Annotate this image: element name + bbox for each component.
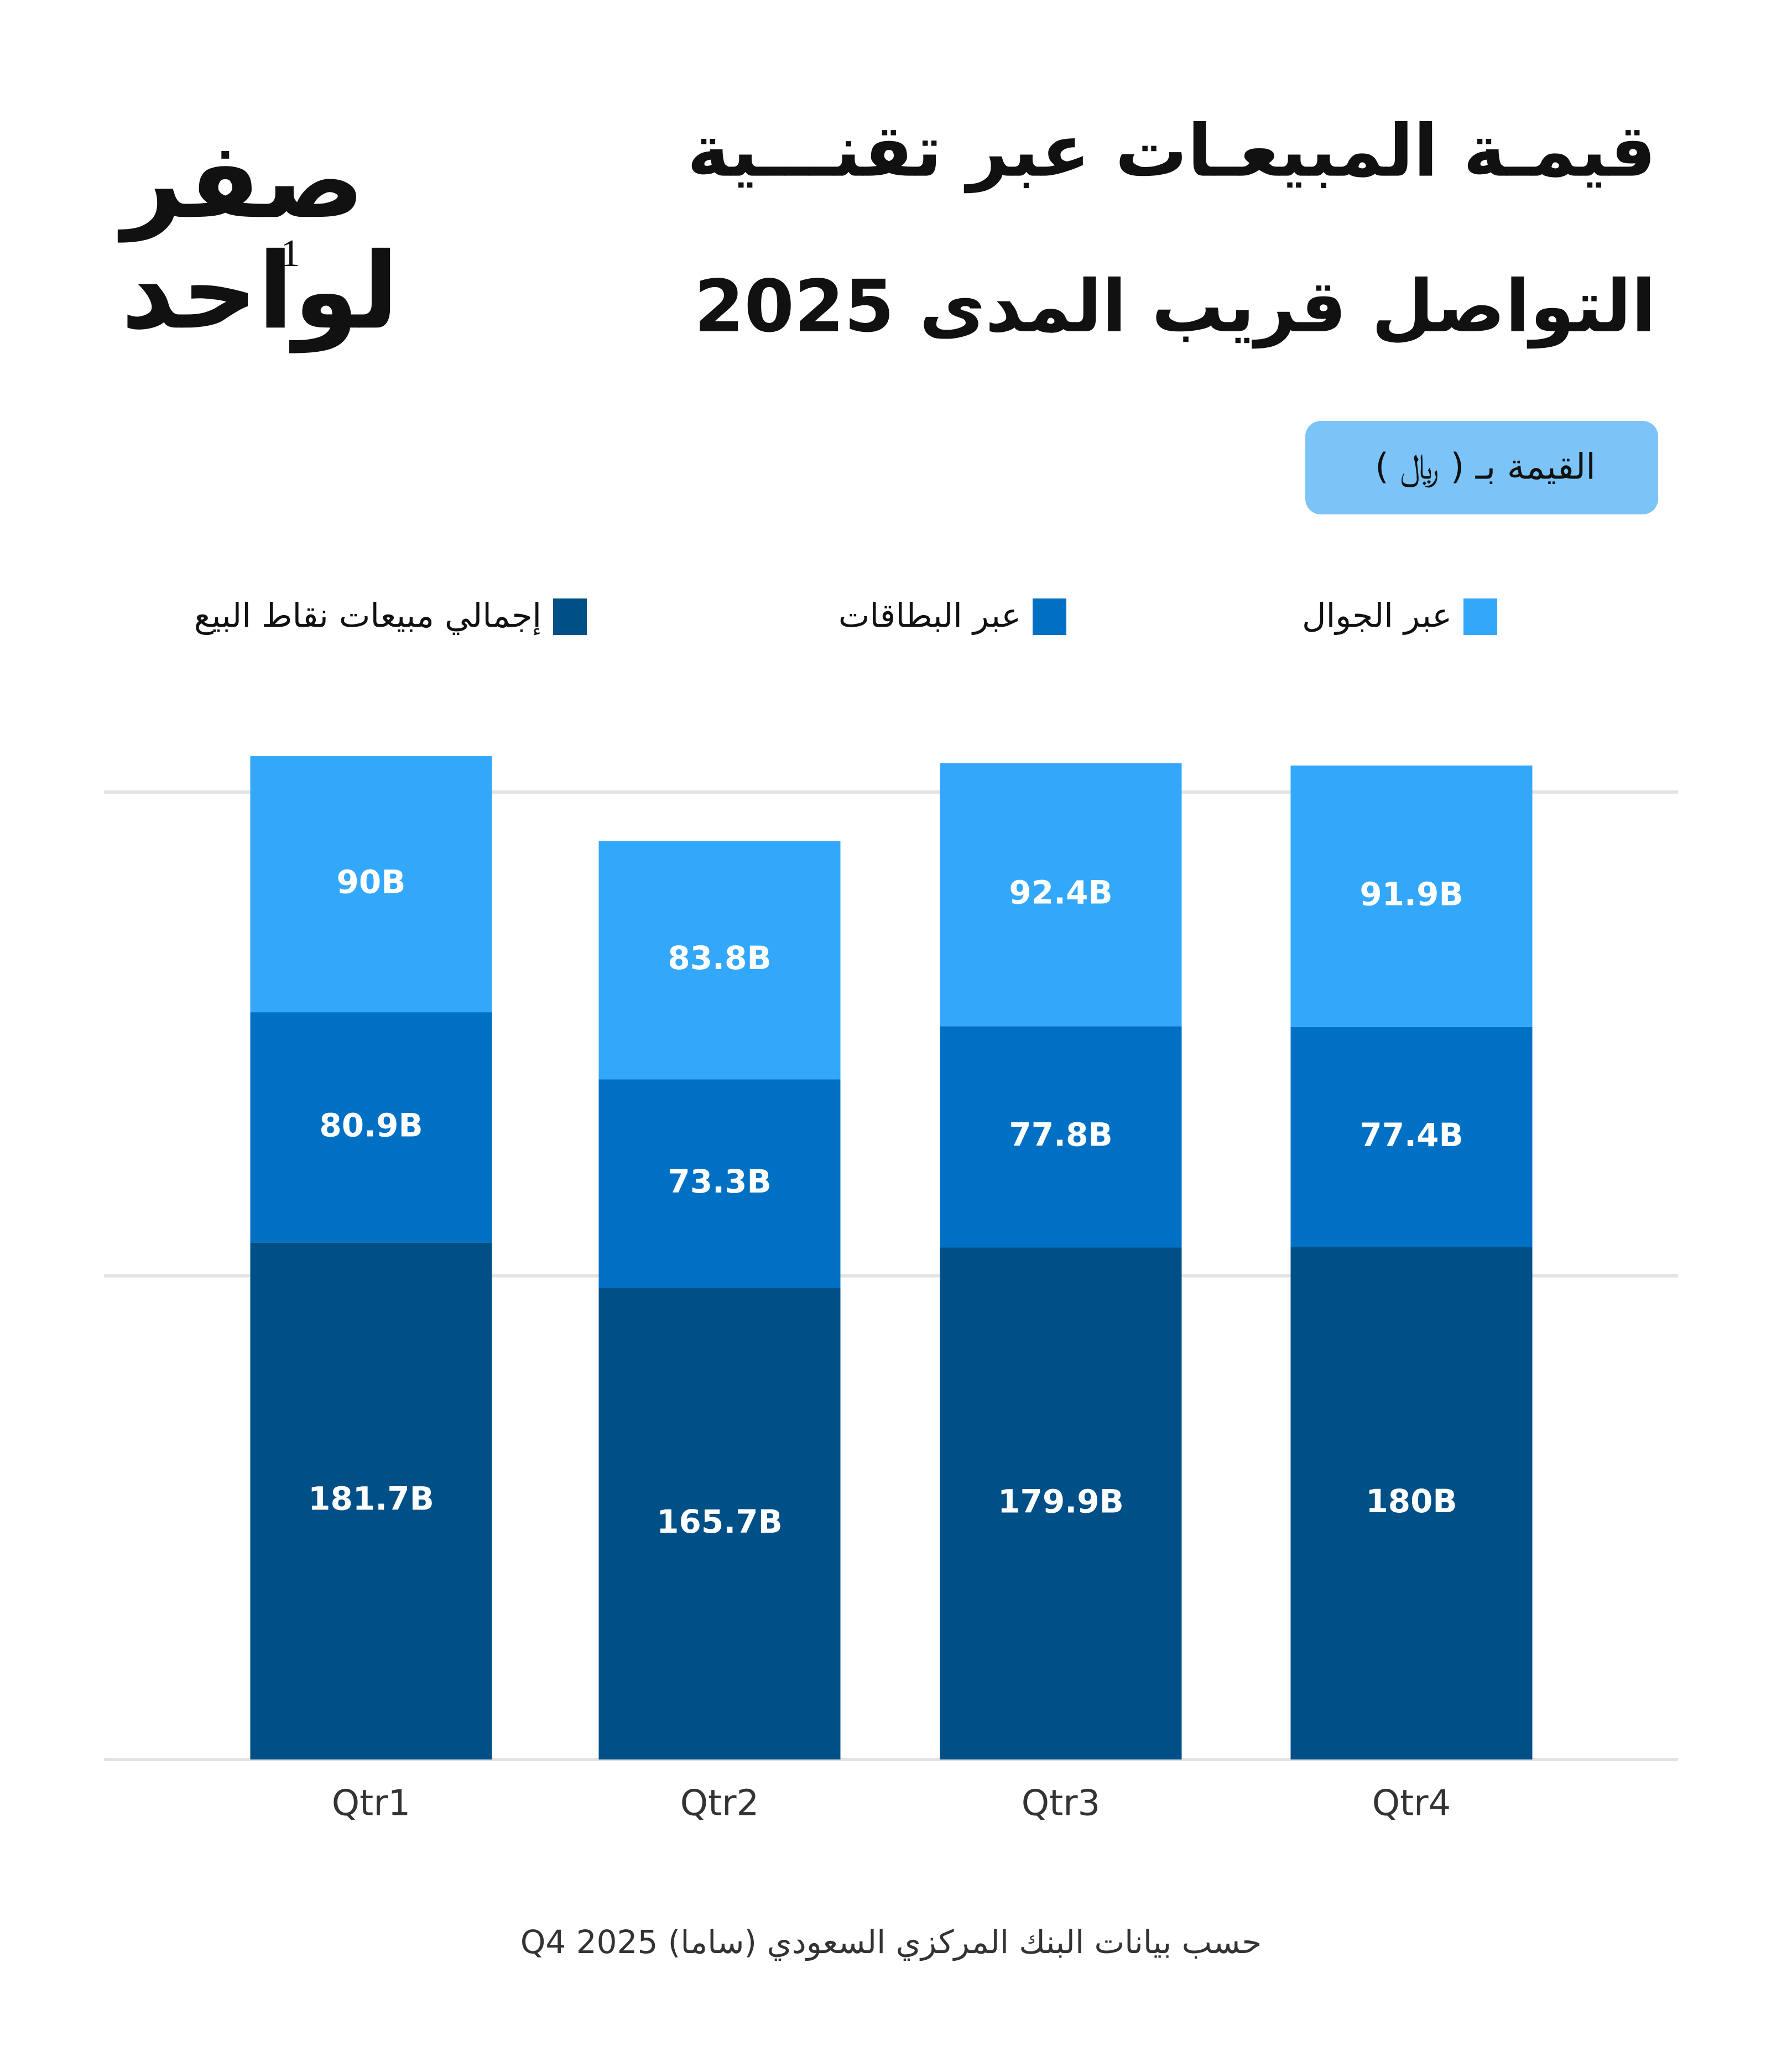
chart-title: قيمـة المبيعـات عبر تقنـــية <box>687 109 1656 194</box>
value-label: 73.3B <box>668 1163 771 1200</box>
legend-label: عبر الجوال <box>1302 597 1452 636</box>
bar-segment <box>940 763 1182 1027</box>
unit-label: القيمة بـ ( ﷼ ) <box>1375 447 1596 488</box>
bar-segment <box>940 1026 1182 1248</box>
bar-segment <box>1290 1027 1533 1247</box>
logo-mark: 1 <box>281 232 300 275</box>
value-label: 77.4B <box>1359 1116 1463 1154</box>
bar-segment <box>1290 1247 1533 1759</box>
value-label: 181.7B <box>308 1480 434 1518</box>
value-label: 92.4B <box>1009 874 1112 912</box>
bar-segment <box>1290 766 1533 1027</box>
legend-swatch <box>1033 598 1066 635</box>
value-label: 179.9B <box>998 1482 1124 1520</box>
logo-line1: صفر <box>118 119 365 243</box>
legend-label: إجمالي مبيعات نقاط البيع <box>194 597 541 636</box>
legend-swatch <box>553 598 587 635</box>
x-tick-label: Qtr3 <box>1022 1783 1101 1824</box>
legend-swatch <box>1463 598 1497 635</box>
bar-segment <box>598 1079 841 1288</box>
bar-segment <box>250 756 492 1013</box>
legend-label: عبر البطاقات <box>838 597 1021 636</box>
value-label: 83.8B <box>668 939 771 977</box>
chart-title: التواصل قريب المدى 2025 <box>694 264 1656 349</box>
bar-segment <box>250 1012 492 1243</box>
x-tick-label: Qtr4 <box>1372 1783 1451 1824</box>
value-label: 77.8B <box>1009 1116 1112 1154</box>
bar-segment <box>250 1242 492 1759</box>
value-label: 90B <box>337 863 406 901</box>
value-label: 80.9B <box>319 1106 423 1144</box>
value-label: 91.9B <box>1359 876 1463 913</box>
logo-line2: لواحد <box>121 230 399 353</box>
unit-badge <box>1305 421 1658 514</box>
x-tick-label: Qtr1 <box>332 1783 411 1824</box>
bar-segment <box>598 1288 841 1759</box>
source: حسب بيانات البنك المركزي السعودي (ساما) … <box>520 1923 1262 1961</box>
value-label: 180B <box>1366 1482 1457 1520</box>
value-label: 165.7B <box>657 1503 783 1540</box>
x-tick-label: Qtr2 <box>680 1783 759 1824</box>
bar-segment <box>940 1247 1182 1759</box>
bar-segment <box>598 841 841 1080</box>
